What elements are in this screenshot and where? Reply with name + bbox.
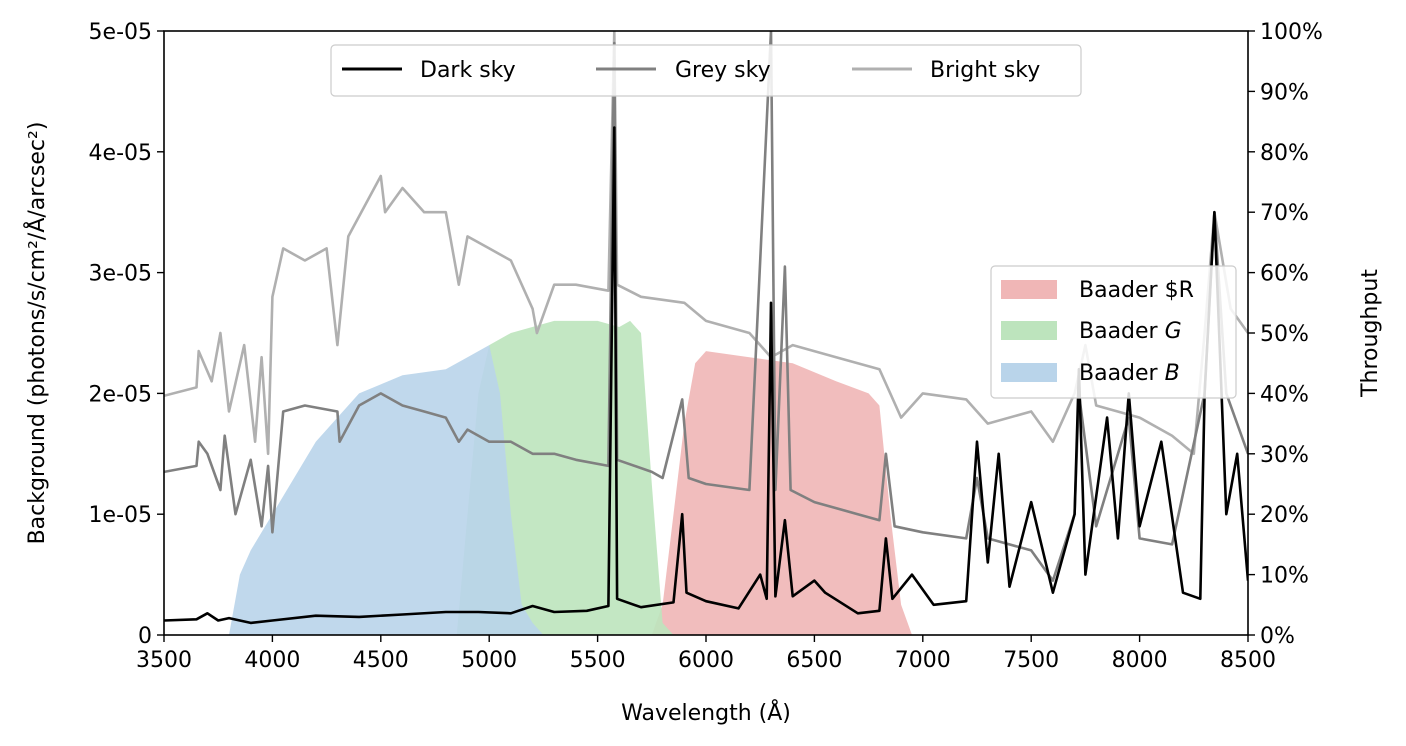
x-axis: 3500 4000 4500 5000 5500 6000 6500 7000 7500 8000… — [136, 635, 1276, 673]
y-axis-right: 0% 10% 20% 30% 40% 50% 60% 70% 80% 90% 100% — [1248, 20, 1323, 649]
legend-filters: Baader $R Baader G Baader B — [990, 265, 1237, 399]
y-tick-label: 1e-05 — [89, 503, 152, 528]
y2-tick-label: 80% — [1260, 141, 1309, 166]
legend-label-dark-sky: Dark sky — [420, 58, 516, 83]
y-tick-label: 3e-05 — [89, 262, 152, 287]
sky-lines — [164, 31, 1248, 625]
legend-label-baader-r: Baader $R — [1079, 278, 1194, 303]
x-tick-label: 8000 — [1112, 648, 1168, 673]
legend-swatch-baader-b — [1001, 363, 1057, 382]
legend-label-baader-b: Baader B — [1079, 361, 1180, 386]
x-tick-label: 8500 — [1220, 648, 1276, 673]
x-tick-label: 5500 — [570, 648, 626, 673]
y-tick-label: 0 — [138, 624, 152, 649]
legend-sky: Dark sky Grey sky Bright sky — [330, 44, 1082, 97]
y2-tick-label: 90% — [1260, 80, 1309, 105]
legend-label-grey-sky: Grey sky — [675, 58, 771, 83]
series-line-dark-sky — [164, 126, 1248, 625]
x-tick-label: 6500 — [786, 648, 842, 673]
filter-areas — [229, 320, 912, 635]
x-tick-label: 5000 — [461, 648, 517, 673]
legend-label-baader-g: Baader G — [1079, 319, 1182, 344]
x-tick-label: 3500 — [136, 648, 192, 673]
x-tick-label: 4000 — [244, 648, 300, 673]
y-axis-title: Background (photons/s/cm²/Å/arcsec²) — [23, 122, 50, 545]
y-tick-label: 4e-05 — [89, 141, 152, 166]
y-axis-left: 0 1e-05 2e-05 3e-05 4e-05 5e-05 — [89, 20, 164, 649]
y-tick-label: 2e-05 — [89, 382, 152, 407]
x-axis-title: Wavelength (Å) — [621, 699, 791, 726]
y2-tick-label: 20% — [1260, 503, 1309, 528]
y2-axis-title: Throughput — [1358, 269, 1383, 398]
y2-tick-label: 30% — [1260, 443, 1309, 468]
legend-swatch-baader-g — [1001, 321, 1057, 340]
y2-tick-label: 60% — [1260, 262, 1309, 287]
filter-area-baader-r — [651, 351, 912, 635]
y-tick-label: 5e-05 — [89, 20, 152, 45]
legend-sky-box — [330, 44, 1082, 97]
y2-tick-label: 70% — [1260, 201, 1309, 226]
x-tick-label: 4500 — [353, 648, 409, 673]
y2-tick-label: 40% — [1260, 382, 1309, 407]
legend-swatch-baader-r — [1001, 280, 1057, 299]
x-tick-label: 7000 — [895, 648, 951, 673]
y2-tick-label: 50% — [1260, 322, 1309, 347]
y2-tick-label: 0% — [1260, 624, 1295, 649]
y2-tick-label: 100% — [1260, 20, 1323, 45]
legend-label-bright-sky: Bright sky — [930, 58, 1040, 83]
series-line-bright-sky — [164, 31, 1248, 456]
series-line-grey-sky — [164, 31, 1248, 582]
x-tick-label: 6000 — [678, 648, 734, 673]
filter-area-baader-b — [229, 345, 544, 635]
x-tick-label: 7500 — [1003, 648, 1059, 673]
y2-tick-label: 10% — [1260, 564, 1309, 589]
